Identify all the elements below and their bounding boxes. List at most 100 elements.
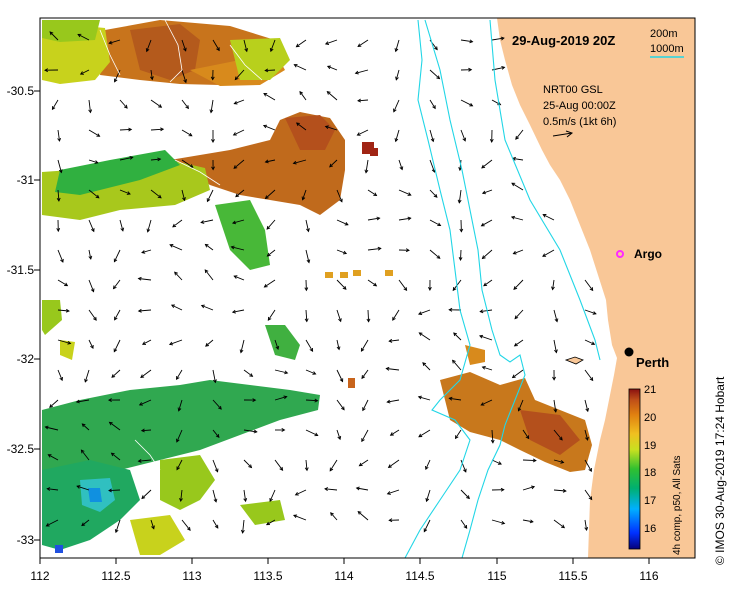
current-vector-head	[479, 334, 484, 339]
current-vector	[47, 488, 59, 491]
current-vector	[119, 219, 124, 231]
current-vector	[212, 429, 220, 438]
current-vector-head	[160, 127, 165, 132]
current-vector	[388, 459, 400, 468]
current-vector	[77, 33, 90, 41]
x-tick-label: 112	[30, 569, 49, 583]
current-vector-head	[64, 282, 69, 287]
current-vector	[553, 459, 564, 463]
current-vector-head	[562, 488, 567, 493]
current-vector	[387, 489, 400, 495]
current-vector	[138, 309, 152, 312]
current-vector-head	[355, 486, 360, 491]
current-vector-head	[65, 308, 70, 313]
current-vector-head	[218, 405, 222, 410]
current-vector	[511, 216, 524, 221]
current-vector-head	[394, 138, 399, 143]
current-vector-head	[49, 404, 53, 408]
current-vector-head	[113, 258, 118, 263]
current-vector	[201, 305, 214, 311]
current-vector-head	[206, 198, 211, 203]
current-vector	[512, 369, 524, 378]
current-vector-head	[481, 164, 486, 169]
current-vector-head	[589, 377, 594, 382]
current-vector-head	[366, 318, 371, 323]
current-vector-head	[326, 65, 331, 70]
current-vector-head	[248, 464, 253, 469]
current-vector-head	[111, 374, 116, 378]
current-vector	[204, 269, 214, 281]
current-vector	[57, 339, 71, 344]
current-vector-head	[517, 407, 522, 412]
current-vector-head	[80, 449, 85, 454]
current-vector-head	[500, 487, 505, 492]
current-vector-head	[459, 228, 464, 233]
current-vector	[171, 304, 183, 311]
current-vector-head	[262, 124, 268, 129]
current-vector	[336, 309, 342, 322]
current-vector	[111, 452, 121, 461]
current-vector-head	[233, 101, 238, 105]
current-vector	[88, 159, 98, 164]
contour-shelf-edge	[489, 19, 601, 361]
current-source: NRT00 GSL	[543, 84, 603, 96]
current-vector	[330, 512, 338, 521]
current-vector-head	[342, 250, 348, 255]
current-vector	[302, 189, 307, 200]
current-vector	[395, 39, 400, 52]
current-vector	[293, 514, 307, 521]
current-vector	[584, 429, 589, 441]
current-vector-head	[433, 193, 438, 198]
current-vector-head	[339, 378, 344, 383]
current-vector	[267, 309, 276, 321]
current-vector	[45, 426, 59, 431]
current-vector	[57, 309, 70, 312]
current-vector-head	[394, 48, 399, 53]
current-vector	[88, 339, 94, 349]
current-vector-head	[293, 63, 298, 68]
current-vector	[263, 125, 276, 131]
current-vector-head	[44, 68, 49, 73]
current-vector-head	[512, 250, 517, 255]
current-vector	[449, 397, 462, 401]
current-vector-head	[364, 169, 369, 174]
current-vector	[398, 279, 407, 291]
current-vector	[243, 369, 253, 377]
current-vector	[150, 189, 162, 199]
current-vector	[212, 399, 222, 410]
current-vector-head	[170, 304, 176, 308]
x-tick-label: 113	[182, 569, 201, 583]
current-vector-head	[481, 190, 486, 195]
current-vector	[181, 69, 187, 83]
colorbar-tick-label: 16	[644, 523, 656, 535]
argo-label: Argo	[634, 247, 662, 261]
current-vector-head	[81, 423, 86, 428]
current-vector-head	[437, 222, 442, 227]
current-vector	[243, 459, 252, 468]
current-vector-head	[354, 70, 359, 75]
current-vector	[325, 39, 338, 45]
current-vector	[584, 279, 594, 291]
current-vector	[393, 99, 400, 112]
current-vector	[553, 429, 563, 441]
current-vector-head	[157, 194, 162, 199]
current-vector	[361, 339, 369, 352]
current-vector-head	[95, 194, 100, 199]
current-vector	[212, 519, 219, 529]
colorbar	[628, 388, 641, 550]
current-vector-head	[137, 459, 142, 463]
current-vector-head	[403, 287, 408, 292]
current-vector-head	[434, 46, 438, 51]
map-title: 29-Aug-2019 20Z	[512, 33, 615, 48]
colorbar-tick-label: 18	[644, 467, 656, 479]
current-vector	[114, 309, 121, 321]
current-vector	[266, 219, 276, 230]
current-vector	[395, 129, 400, 142]
current-vector-head	[417, 395, 422, 400]
current-vector-head	[265, 521, 271, 526]
current-vector-head	[107, 398, 112, 402]
current-vector	[460, 99, 473, 107]
current-vector-head	[299, 90, 304, 95]
current-vector	[336, 249, 347, 254]
